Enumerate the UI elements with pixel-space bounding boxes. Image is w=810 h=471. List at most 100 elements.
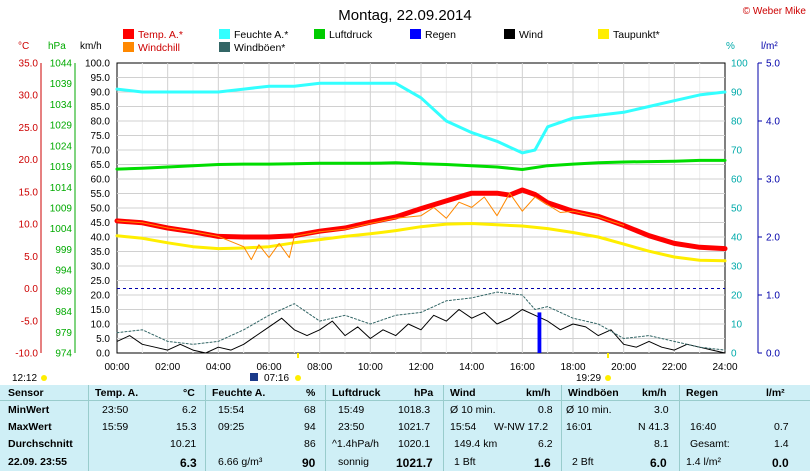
legend-label: Taupunkt* bbox=[613, 29, 660, 41]
press-tick-label: 1004 bbox=[50, 224, 73, 235]
legend-swatch-5 bbox=[598, 29, 609, 39]
weather-condition: sonnig bbox=[338, 456, 369, 468]
temp-tick-label: 15.0 bbox=[19, 187, 39, 198]
rain-tick-label: 2.0 bbox=[766, 233, 780, 244]
rain-total-label: Gesamt: bbox=[690, 438, 730, 450]
legend-label: Temp. A.* bbox=[138, 29, 183, 41]
wind-tick-label: 5.0 bbox=[96, 334, 110, 345]
press-tick-label: 1019 bbox=[50, 162, 73, 173]
header-rain: Regen bbox=[686, 387, 719, 399]
x-tick-label: 02:00 bbox=[155, 362, 180, 373]
hum-tick-label: 10 bbox=[731, 320, 743, 331]
rain-tick-label: 4.0 bbox=[766, 117, 780, 128]
legend-swatch-0 bbox=[123, 29, 134, 39]
wind-min-label: Ø 10 min. bbox=[450, 404, 496, 416]
wind-tick-label: 80.0 bbox=[91, 117, 111, 128]
hum-tick-label: 80 bbox=[731, 117, 743, 128]
x-tick-label: 16:00 bbox=[510, 362, 535, 373]
sunrise-icon bbox=[250, 373, 258, 381]
gust-avg-value: 8.1 bbox=[654, 438, 669, 450]
wind-tick-label: 95.0 bbox=[91, 73, 111, 84]
rain-tick-label: 3.0 bbox=[766, 175, 780, 186]
press-current-value: 1021.7 bbox=[396, 456, 433, 470]
x-tick-label: 18:00 bbox=[560, 362, 585, 373]
hum-tick-label: 0 bbox=[731, 349, 737, 360]
row-label: MaxWert bbox=[8, 421, 52, 433]
hum-tick-label: 20 bbox=[731, 291, 743, 302]
temp-min-time: 23:50 bbox=[102, 404, 129, 416]
sunrise-time: 07:16 bbox=[264, 373, 289, 384]
wind-tick-label: 30.0 bbox=[91, 262, 111, 273]
wind-tick-label: 20.0 bbox=[91, 291, 111, 302]
header-sensor: Sensor bbox=[8, 387, 44, 399]
rain-unit-label: l/m² bbox=[761, 41, 778, 52]
temp-tick-label: -5.0 bbox=[21, 316, 39, 327]
hum-tick-label: 100 bbox=[731, 59, 748, 70]
hum-tick-label: 60 bbox=[731, 175, 743, 186]
header-humidity-unit: % bbox=[306, 387, 316, 399]
rain-today: 1.4 l/m² bbox=[686, 456, 722, 468]
press-min-value: 1018.3 bbox=[398, 404, 431, 416]
x-tick-label: 06:00 bbox=[256, 362, 281, 373]
hum-min-value: 68 bbox=[304, 404, 316, 416]
legend-label: Feuchte A.* bbox=[234, 29, 288, 41]
press-tick-label: 989 bbox=[55, 286, 72, 297]
press-tick-label: 1044 bbox=[50, 59, 73, 70]
wind-tick-label: 25.0 bbox=[91, 276, 111, 287]
wind-current-value: 1.6 bbox=[534, 456, 551, 470]
hum-max-value: 94 bbox=[304, 421, 316, 433]
legend-swatch-1 bbox=[219, 29, 230, 39]
x-tick-label: 20:00 bbox=[611, 362, 636, 373]
wind-tick-label: 60.0 bbox=[91, 175, 111, 186]
header-wind: Wind bbox=[450, 387, 476, 399]
header-wind-unit: km/h bbox=[526, 387, 551, 399]
press-tick-label: 1014 bbox=[50, 183, 73, 194]
x-tick-label: 08:00 bbox=[307, 362, 332, 373]
rain-tick-label: 1.0 bbox=[766, 291, 780, 302]
press-tick-label: 1029 bbox=[50, 121, 73, 132]
gust-max-time: 16:01 bbox=[566, 421, 593, 433]
press-tick-label: 1034 bbox=[50, 100, 73, 111]
series-taupunkt bbox=[115, 222, 727, 263]
header-pressure-unit: hPa bbox=[414, 387, 434, 399]
press-tick-label: 984 bbox=[55, 307, 72, 318]
sun-icon bbox=[295, 375, 301, 381]
legend-swatch-3 bbox=[410, 29, 421, 39]
press-tick-label: 1024 bbox=[50, 141, 73, 152]
x-tick-label: 10:00 bbox=[358, 362, 383, 373]
hum-absolute: 6.66 g/m³ bbox=[218, 456, 263, 468]
legend-label: Regen bbox=[425, 29, 456, 41]
press-tick-label: 1039 bbox=[50, 79, 73, 90]
temp-max-time: 15:59 bbox=[102, 421, 129, 433]
press-trend: ^1.4hPa/h bbox=[332, 438, 379, 450]
wind-tick-label: 75.0 bbox=[91, 131, 111, 142]
legend-swatch-4 bbox=[504, 29, 515, 39]
wind-tick-label: 15.0 bbox=[91, 305, 111, 316]
header-rain-unit: l/m² bbox=[766, 387, 785, 399]
hum-tick-label: 70 bbox=[731, 146, 743, 157]
header-gusts-unit: km/h bbox=[642, 387, 667, 399]
wind-max-time: 15:54 bbox=[450, 421, 477, 433]
rain-tick-label: 0.0 bbox=[766, 349, 780, 360]
hum-max-time: 09:25 bbox=[218, 421, 245, 433]
legend-label: Luftdruck bbox=[329, 29, 373, 41]
copyright-label: © Weber Mike bbox=[743, 6, 807, 17]
header-temp-unit: °C bbox=[183, 387, 195, 399]
temp-max-value: 15.3 bbox=[176, 421, 197, 433]
temp-tick-label: 35.0 bbox=[19, 59, 39, 70]
wind-tick-label: 100.0 bbox=[85, 59, 110, 70]
press-max-value: 1021.7 bbox=[398, 421, 431, 433]
legend-swatch-2 bbox=[314, 29, 325, 39]
x-tick-label: 12:00 bbox=[408, 362, 433, 373]
gust-current-value: 6.0 bbox=[650, 456, 667, 470]
hum-avg-value: 86 bbox=[304, 438, 316, 450]
wind-beaufort: 1 Bft bbox=[454, 456, 476, 468]
statistics-table: Sensor Temp. A. °C Feuchte A. % Luftdruc… bbox=[0, 385, 810, 471]
row-label: MinWert bbox=[8, 404, 50, 416]
hum-tick-label: 40 bbox=[731, 233, 743, 244]
rain-tick-label: 5.0 bbox=[766, 59, 780, 70]
press-min-time: 15:49 bbox=[338, 404, 365, 416]
series-windchill bbox=[116, 192, 625, 261]
legend-label: Wind bbox=[519, 29, 543, 41]
